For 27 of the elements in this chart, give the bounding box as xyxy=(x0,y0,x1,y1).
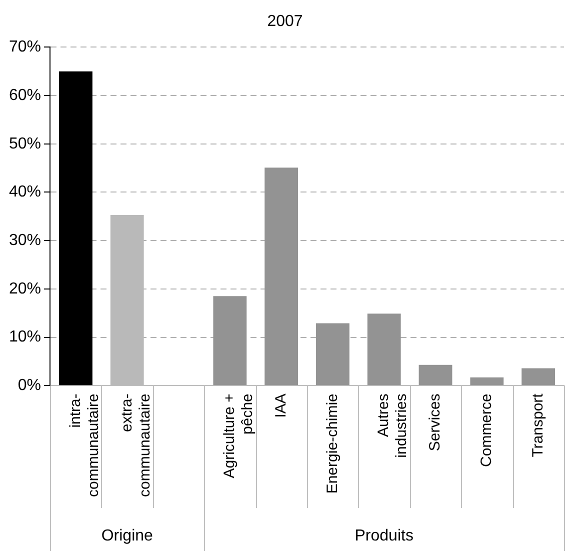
y-tick-label: 60% xyxy=(8,86,42,104)
bar xyxy=(470,377,504,386)
y-tick-label: 0% xyxy=(18,377,42,394)
bar xyxy=(213,296,247,386)
x-tick-label: intra-communautaire xyxy=(66,394,102,498)
y-tick-label: 10% xyxy=(8,328,42,346)
y-tick-label: 50% xyxy=(8,135,42,152)
text: Produits xyxy=(354,527,414,544)
bar xyxy=(367,314,401,386)
bar xyxy=(264,168,298,386)
x-tick-label: Energie-chimie xyxy=(324,394,341,494)
x-tick-label: Transport xyxy=(529,392,546,458)
bar xyxy=(418,364,452,386)
chart-title: 2007 xyxy=(267,13,303,30)
y-tick-label: 40% xyxy=(8,184,42,201)
x-tick-label: Autres industries xyxy=(375,394,410,458)
bar xyxy=(59,71,92,386)
bar xyxy=(522,368,556,386)
y-tick-label: 30% xyxy=(8,232,42,249)
y-tick-label: 70% xyxy=(8,38,42,56)
x-tick-label: Agriculture + pêche xyxy=(221,393,256,478)
y-tick-label: 20% xyxy=(8,280,42,298)
x-tick-label: Services xyxy=(426,394,444,452)
text: Origine xyxy=(101,527,154,544)
x-tick-label: IAA xyxy=(272,394,290,418)
x-tick-label: Commerce xyxy=(478,394,496,467)
bar xyxy=(316,323,350,386)
